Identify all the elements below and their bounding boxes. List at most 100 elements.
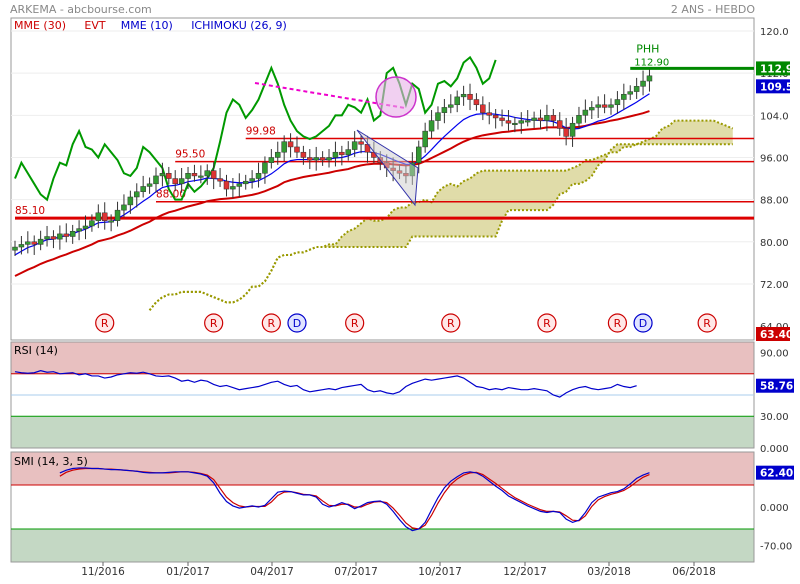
candle-body (640, 80, 646, 87)
support-level-label: 99.98 (246, 125, 276, 137)
candle-body (153, 175, 159, 185)
candle-body (524, 120, 531, 123)
candle-body (633, 86, 640, 92)
x-tick-label: 12/2017 (503, 566, 547, 578)
signal-marker (633, 313, 653, 333)
signal-marker-label: R (210, 317, 218, 330)
mme30-line (14, 110, 650, 277)
candle-body (255, 173, 262, 179)
signal-marker (441, 313, 461, 333)
smi-value: 62.40 (760, 468, 793, 480)
signal-marker (287, 313, 307, 333)
candle-body (319, 157, 326, 161)
candle-body (108, 220, 114, 223)
signal-marker-label: R (614, 317, 622, 330)
candle-body (435, 112, 441, 121)
price-panel (10, 17, 755, 341)
candle-body (563, 128, 569, 137)
candle-body (601, 104, 608, 108)
bottom-value-box-bg (756, 327, 790, 341)
signal-marker-label: R (268, 317, 276, 330)
candle-body (480, 104, 486, 113)
candle-body (467, 93, 473, 100)
candle-body (287, 141, 294, 148)
candle-body (569, 122, 576, 137)
ichimoku-cloud (149, 120, 733, 311)
candle-body (57, 233, 63, 240)
candle-body (544, 115, 550, 121)
candle-body (307, 157, 313, 161)
candle-body (460, 93, 467, 98)
candle-body (614, 99, 621, 106)
candle-body (576, 115, 582, 124)
candle-body (300, 151, 307, 158)
candle-body (332, 151, 339, 158)
candle-body (95, 212, 102, 221)
legend-item: ICHIMOKU (26, 9) (191, 19, 287, 32)
header-bar (0, 0, 800, 18)
signal-marker-label: R (543, 317, 551, 330)
candle-body (518, 120, 525, 124)
candle-body (146, 183, 153, 187)
candle-body (127, 196, 134, 206)
candle-body (595, 104, 601, 108)
signal-marker-label: R (703, 317, 711, 330)
candle-body (281, 141, 287, 153)
candle-body (166, 173, 172, 179)
highlight-circle (375, 76, 417, 118)
evt-line (14, 55, 497, 202)
candle-body (428, 120, 435, 132)
candle-body (210, 170, 217, 179)
candle-body (492, 115, 499, 119)
candle-body (473, 99, 480, 106)
candle-body (236, 183, 243, 187)
rsi-tick-label: 30.00 (760, 412, 789, 423)
rsi-value: 58.76 (760, 381, 793, 393)
rsi-title: RSI (14) (14, 344, 58, 357)
signal-marker (95, 313, 115, 333)
price-tick-label: 104.0 (760, 111, 789, 122)
candle-body (589, 107, 595, 111)
candle-body (268, 157, 275, 163)
candle-body (249, 178, 255, 182)
price-tick-label: 96.00 (760, 153, 789, 164)
cloud-bottom-edge (148, 143, 733, 311)
legend-item: MME (10) (121, 19, 173, 32)
candle-body (50, 236, 57, 240)
candle-body (63, 233, 70, 237)
smi-value-bg (756, 465, 794, 480)
candle-body (18, 244, 25, 248)
smi-line (59, 467, 650, 532)
chart-period: 2 ANS - HEBDO (671, 3, 755, 16)
candle-body (313, 157, 319, 161)
mme-value-box: 109.5 (760, 81, 793, 93)
rsi-value-bg (756, 378, 794, 393)
smi-tick-label: -70.00 (760, 542, 792, 553)
mme10-line (14, 93, 650, 256)
candle-body (185, 173, 191, 179)
smi-oversold-zone (11, 529, 754, 562)
smi-title: SMI (14, 3, 5) (14, 455, 88, 468)
candle-body (556, 120, 563, 129)
candle-body (178, 178, 185, 185)
candle-body (448, 104, 454, 108)
candle-body (172, 178, 178, 185)
rsi-overbought-zone (11, 342, 754, 375)
rsi-tick-label: 0.000 (760, 444, 789, 455)
candle-body (646, 75, 653, 82)
candle-body (89, 220, 95, 227)
price-tick-label: 88.00 (760, 196, 789, 207)
wedge-pattern (356, 129, 419, 207)
phh-value: 112.90 (634, 57, 669, 68)
candle-body (275, 151, 281, 158)
support-level-label: 85.10 (15, 205, 45, 217)
signal-marker (607, 313, 628, 333)
candle-body (134, 191, 140, 198)
legend-item: EVT (84, 19, 105, 32)
candle-body (358, 141, 364, 145)
x-tick-label: 06/2018 (672, 566, 716, 578)
candle-body (223, 180, 230, 190)
support-level-label: 95.50 (175, 149, 205, 161)
support-level-label: 88.00 (156, 189, 186, 201)
